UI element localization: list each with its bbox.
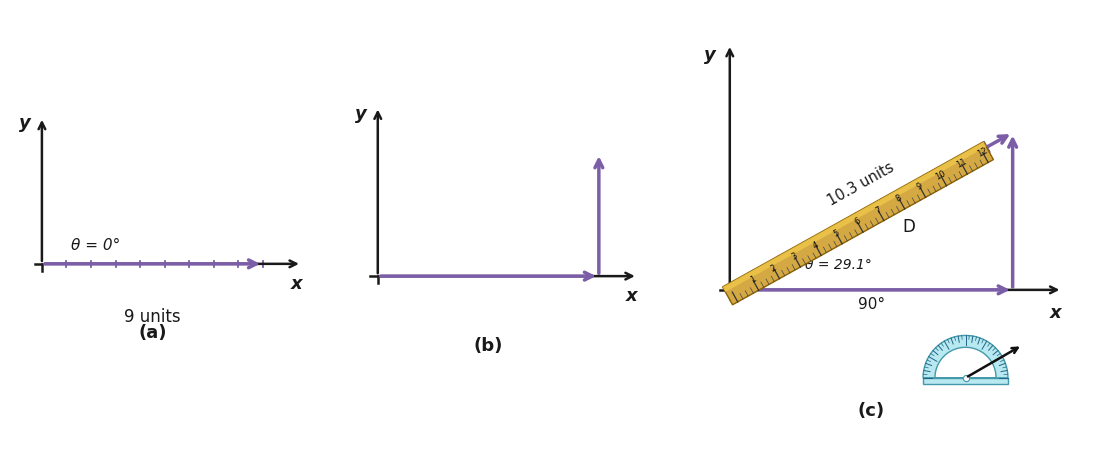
Text: 9: 9 [915,182,924,192]
Polygon shape [923,336,1008,378]
Text: x: x [627,287,638,305]
Text: D: D [903,218,915,236]
Text: (a): (a) [138,325,167,342]
Polygon shape [722,142,986,292]
Text: 90°: 90° [858,297,885,312]
Text: x: x [290,275,302,293]
Text: θ = 0°: θ = 0° [71,238,120,253]
Text: 1: 1 [748,275,757,285]
Text: 12: 12 [976,146,989,158]
Text: 10.3 units: 10.3 units [826,160,897,209]
Text: (b): (b) [474,337,503,355]
Polygon shape [722,142,994,305]
Text: 11: 11 [955,157,968,170]
Text: (c): (c) [858,402,885,420]
Text: x: x [1050,304,1061,322]
Text: y: y [19,114,31,133]
Text: y: y [355,105,366,123]
Text: 6: 6 [853,217,861,227]
Text: 2: 2 [769,263,778,273]
Text: 8: 8 [895,193,904,204]
Text: 7: 7 [874,205,883,216]
Text: 10: 10 [934,169,947,182]
Text: θ = 29.1°: θ = 29.1° [805,258,873,272]
Text: 9 units: 9 units [125,308,180,326]
Polygon shape [923,378,1008,384]
Text: 4: 4 [811,240,820,250]
Text: 3: 3 [790,252,799,262]
Text: y: y [703,46,716,64]
Text: 5: 5 [831,228,840,239]
